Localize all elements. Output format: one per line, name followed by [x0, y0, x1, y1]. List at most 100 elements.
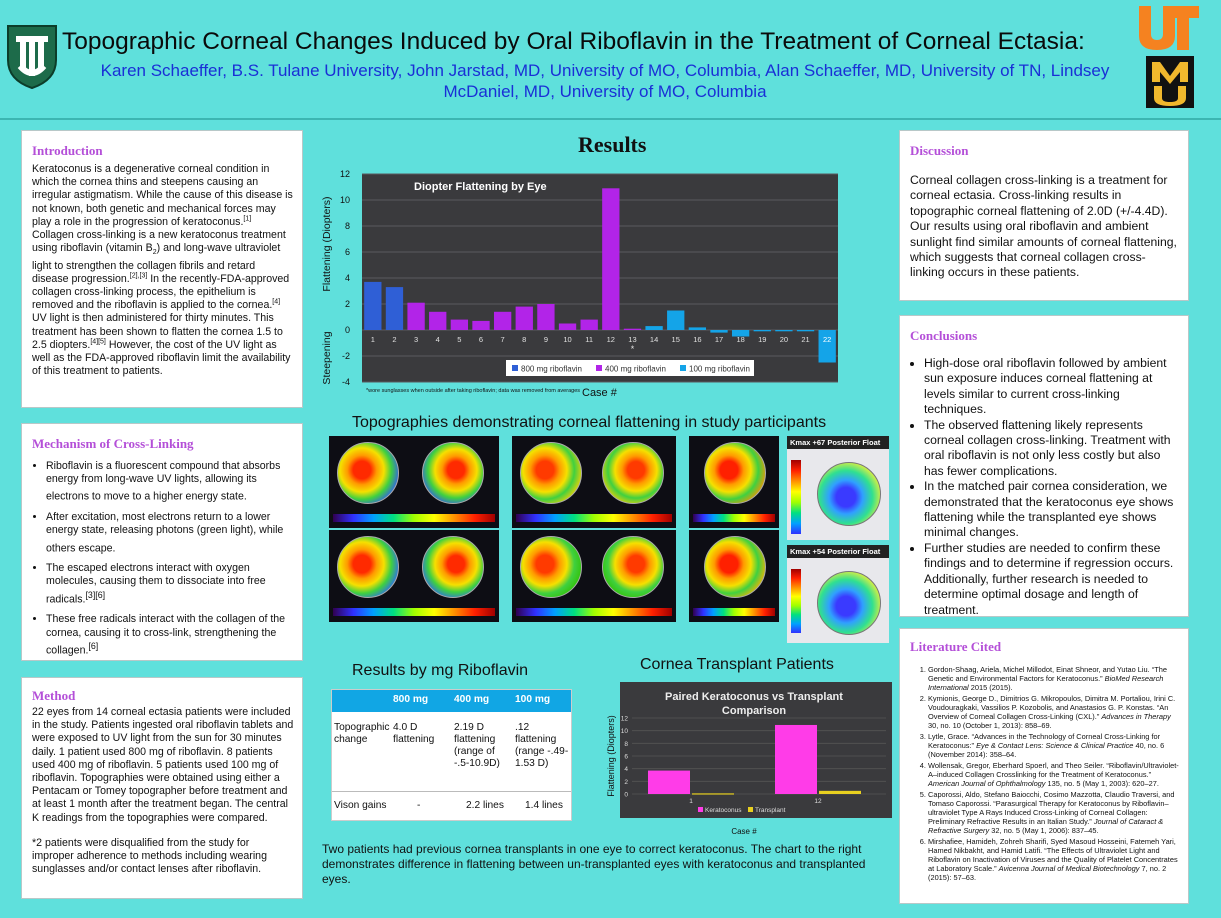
legend-swatch [512, 365, 518, 371]
table-cell: 2.2 lines [466, 800, 504, 811]
y-tick-label: 6 [624, 754, 628, 761]
float-map [817, 462, 881, 526]
corneal-map [337, 536, 399, 598]
bar-case-6 [472, 320, 490, 330]
x-tick-label: 16 [693, 335, 701, 344]
bar-case-14 [645, 326, 663, 330]
table-cell: 2.19 D flattening (range of -.5-10.9D) [454, 722, 500, 769]
legend-swatch [748, 807, 753, 812]
y-tick-label: 6 [345, 247, 350, 257]
table-row-label: Topographic change [334, 722, 390, 745]
x-tick-label: 20 [780, 335, 788, 344]
mechanism-panel: Mechanism of Cross-Linking Riboflavin is… [21, 423, 303, 661]
bar-case-9 [537, 304, 555, 330]
discussion-panel: Discussion Corneal collagen cross-linkin… [899, 130, 1189, 301]
bar-case-3 [407, 302, 425, 330]
x-tick-label: 14 [650, 335, 658, 344]
bar-case-22 [818, 330, 836, 363]
bar-case-16 [688, 327, 707, 330]
corneal-map [422, 536, 484, 598]
color-scale [333, 608, 495, 616]
list-item: The observed flattening likely represent… [924, 418, 1180, 480]
method-footnote: *2 patients were disqualified from the s… [32, 836, 267, 876]
bar-case-17 [710, 330, 728, 333]
x-tick-label: 17 [715, 335, 723, 344]
y-tick-label: 12 [340, 169, 350, 179]
color-scale [693, 514, 775, 522]
x-tick-label: 22 [823, 335, 831, 344]
reference-item: Lytle, Grace. “Advances in the Technolog… [928, 732, 1180, 759]
asterisk-mark: * [631, 344, 635, 354]
chart-title-line-2: Comparison [722, 705, 786, 717]
legend-entry: 400 mg riboflavin [605, 365, 666, 374]
x-tick-label: 21 [801, 335, 809, 344]
x-tick-label: 8 [522, 335, 526, 344]
bar-case-11 [580, 319, 598, 330]
y-tick-label: 10 [621, 728, 629, 735]
bar-case-15 [667, 310, 685, 330]
table-header-400mg: 400 mg [454, 694, 490, 705]
y-tick-label: 2 [624, 779, 628, 786]
x-tick-label: 1 [689, 798, 693, 805]
mu-logo-icon [1146, 56, 1194, 108]
list-item: Riboflavin is a fluorescent compound tha… [46, 460, 294, 504]
x-tick-label: 12 [814, 798, 822, 805]
y-axis-label: Flattening (Diopters) [321, 196, 333, 291]
results-heading: Results [578, 132, 647, 157]
bar-case-19 [753, 330, 771, 332]
list-item: High-dose oral riboflavin followed by am… [924, 356, 1180, 418]
table-cell: - [417, 800, 421, 811]
posterior-float-map: Kmax +54 Posterior Float [787, 545, 889, 643]
literature-heading: Literature Cited [910, 639, 1002, 654]
x-axis-label: Case # [731, 827, 757, 836]
bar-case-1 [364, 281, 382, 330]
legend-box [506, 360, 754, 376]
table-divider [332, 791, 571, 792]
conclusions-list: High-dose oral riboflavin followed by am… [910, 356, 1180, 618]
conclusions-panel: Conclusions High-dose oral riboflavin fo… [899, 315, 1189, 617]
bar-keratoconus-case-12 [775, 724, 817, 794]
bar-case-8 [515, 306, 533, 330]
x-tick-label: 9 [544, 335, 548, 344]
list-item: These free radicals interact with the co… [46, 613, 294, 657]
bar-case-12 [602, 188, 620, 330]
color-scale [791, 569, 801, 633]
x-tick-label: 19 [758, 335, 766, 344]
transplant-heading: Cornea Transplant Patients [640, 656, 834, 673]
corneal-map [602, 536, 664, 598]
color-scale [516, 514, 672, 522]
header-divider [0, 118, 1221, 120]
legend-entry: 100 mg riboflavin [689, 365, 750, 374]
topographies-heading: Topographies demonstrating corneal flatt… [352, 414, 827, 431]
paired-comparison-chart: 12 10 8 6 4 2 0 Paired Keratoconus vs Transplan… [606, 682, 892, 836]
color-scale [791, 460, 801, 534]
corneal-map [704, 536, 766, 598]
x-tick-label: 4 [436, 335, 440, 344]
discussion-text: Corneal collagen cross-linking is a trea… [910, 173, 1177, 280]
corneal-map [520, 442, 582, 504]
introduction-panel: Introduction Keratoconus is a degenerati… [21, 130, 303, 408]
y-tick-label: 4 [624, 766, 628, 773]
table-cell: 4.0 D flattening [393, 722, 435, 745]
poster-authors: Karen Schaeffer, B.S. Tulane University,… [100, 61, 1110, 101]
y-tick-label: -2 [342, 351, 350, 361]
tulane-logo-icon [7, 25, 57, 90]
x-tick-label: 7 [501, 335, 505, 344]
y-tick-label: 8 [345, 221, 350, 231]
mechanism-list: Riboflavin is a fluorescent compound tha… [32, 460, 294, 658]
transplant-text: Two patients had previous cornea transpl… [322, 842, 866, 886]
bar-case-20 [775, 330, 793, 332]
legend-entry: Transplant [755, 807, 786, 814]
kmax-label: Kmax +54 Posterior Float [787, 545, 889, 558]
list-item: The escaped electrons interact with oxyg… [46, 562, 294, 606]
x-tick-label: 3 [414, 335, 418, 344]
chart-title: Paired Keratoconus vs Transplant [665, 691, 843, 703]
table-cell: .12 flattening (range -.49-1.53 D) [515, 722, 569, 769]
x-tick-label: 2 [392, 335, 396, 344]
reference-item: Gordon-Shaag, Ariela, Michel Millodot, E… [928, 665, 1180, 692]
method-heading: Method [32, 688, 76, 703]
ut-logo-icon [1139, 6, 1199, 50]
results-by-mg-heading: Results by mg Riboflavin [352, 662, 529, 679]
bar-case-2 [385, 287, 404, 330]
